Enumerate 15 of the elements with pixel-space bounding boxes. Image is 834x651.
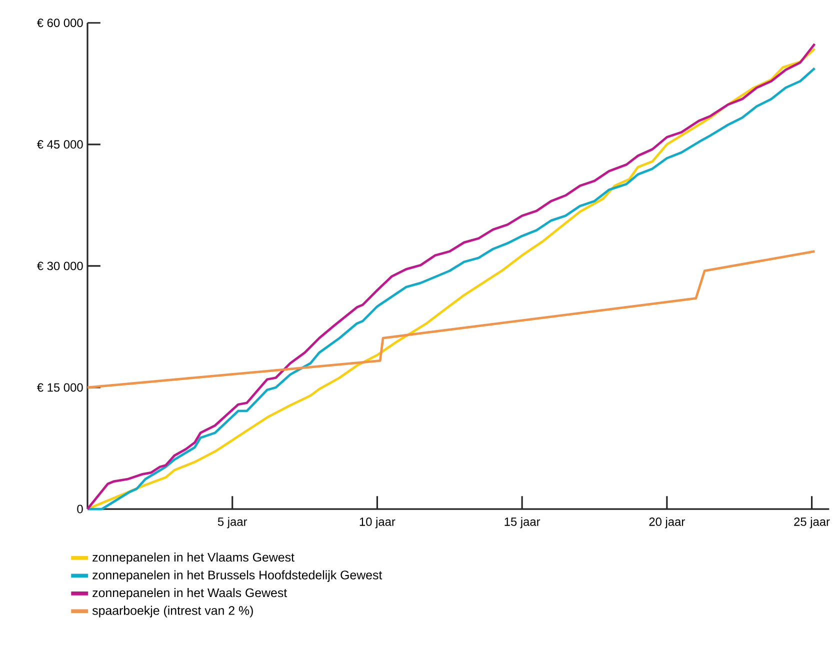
line-series bbox=[86, 250, 816, 389]
y-tick-label: € 30 000 bbox=[36, 262, 83, 270]
x-tick-label: 20 jaar bbox=[649, 517, 685, 528]
legend-label: spaarboekje (intrest van 2 %) bbox=[92, 606, 253, 618]
x-tick-label: 15 jaar bbox=[504, 517, 540, 528]
y-tick-label: 0 bbox=[77, 504, 83, 514]
y-tick-label: € 45 000 bbox=[36, 140, 83, 149]
x-tick-label: 5 jaar bbox=[218, 517, 248, 528]
legend-label: zonnepanelen in het Brussels Hoofdstedelijk Gewest bbox=[92, 570, 382, 582]
y-tick-label: € 15 000 bbox=[36, 383, 83, 392]
legend-label: zonnepanelen in het Vlaams Gewest bbox=[92, 552, 294, 564]
x-tick-label: 10 jaar bbox=[360, 517, 396, 528]
y-tick-label: € 60 000 bbox=[36, 18, 83, 27]
legend-label: zonnepanelen in het Waals Gewest bbox=[92, 588, 288, 600]
x-tick-label: 25 jaar bbox=[794, 517, 830, 528]
